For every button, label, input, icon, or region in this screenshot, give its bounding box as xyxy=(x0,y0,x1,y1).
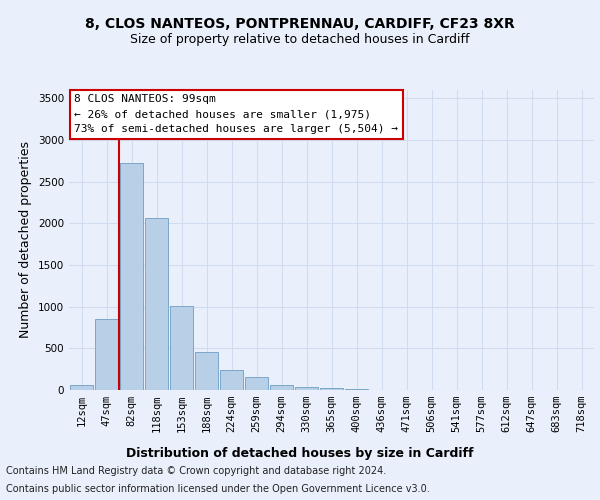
Bar xyxy=(145,218,169,390)
Text: 8, CLOS NANTEOS, PONTPRENNAU, CARDIFF, CF23 8XR: 8, CLOS NANTEOS, PONTPRENNAU, CARDIFF, C… xyxy=(85,18,515,32)
Y-axis label: Number of detached properties: Number of detached properties xyxy=(19,142,32,338)
Bar xyxy=(220,370,244,390)
Bar xyxy=(70,385,94,390)
Bar xyxy=(170,306,193,390)
Bar xyxy=(320,388,343,390)
Text: Size of property relative to detached houses in Cardiff: Size of property relative to detached ho… xyxy=(130,32,470,46)
Bar xyxy=(295,386,319,390)
Bar xyxy=(119,164,143,390)
Text: 8 CLOS NANTEOS: 99sqm
← 26% of detached houses are smaller (1,975)
73% of semi-d: 8 CLOS NANTEOS: 99sqm ← 26% of detached … xyxy=(74,94,398,134)
Bar xyxy=(269,384,293,390)
Bar xyxy=(245,376,268,390)
Bar xyxy=(344,389,368,390)
Text: Contains HM Land Registry data © Crown copyright and database right 2024.: Contains HM Land Registry data © Crown c… xyxy=(6,466,386,476)
Text: Distribution of detached houses by size in Cardiff: Distribution of detached houses by size … xyxy=(126,448,474,460)
Bar xyxy=(95,319,118,390)
Bar xyxy=(194,352,218,390)
Text: Contains public sector information licensed under the Open Government Licence v3: Contains public sector information licen… xyxy=(6,484,430,494)
